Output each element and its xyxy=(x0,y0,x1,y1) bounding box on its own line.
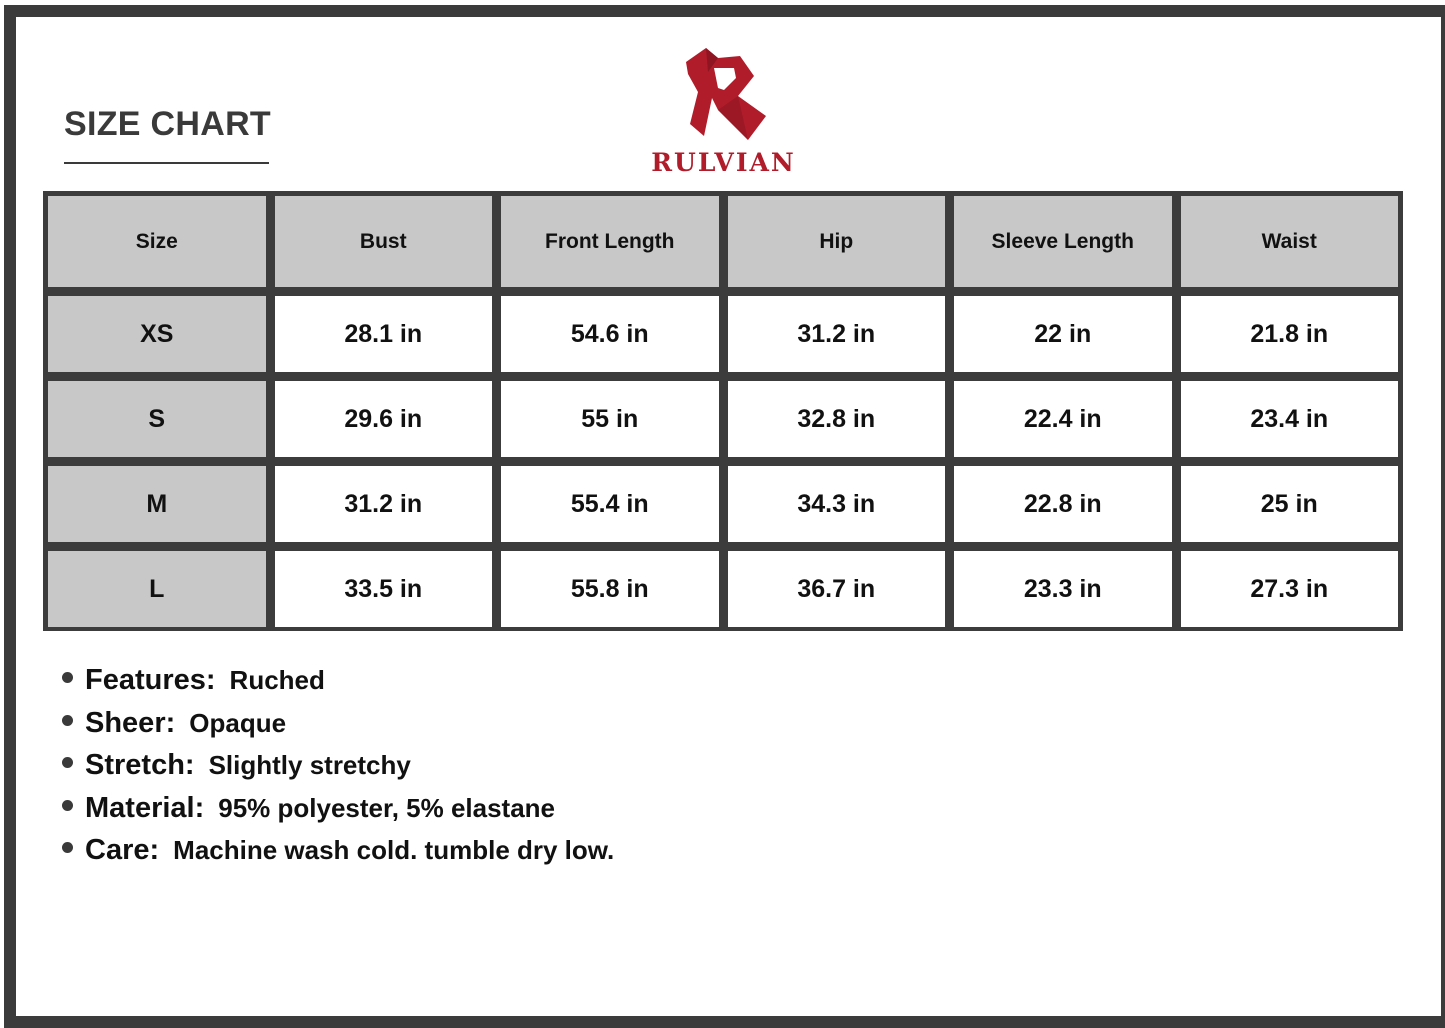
feature-value: Opaque xyxy=(189,707,287,738)
feature-value: Slightly stretchy xyxy=(208,750,411,780)
feature-label: Care: xyxy=(85,834,160,866)
bullet-icon xyxy=(62,714,73,726)
table-cell: 21.8 in xyxy=(1180,296,1398,372)
table-cell: 27.3 in xyxy=(1180,551,1398,627)
feature-item: Material: 95% polyester, 5% elastane xyxy=(62,792,614,835)
bullet-icon xyxy=(62,799,73,811)
size-table: Size Bust Front Length Hip Sleeve Length Wais… xyxy=(43,191,1403,631)
feature-item: Sheer: Opaque xyxy=(62,707,614,750)
column-header: Waist xyxy=(1180,196,1398,287)
feature-label: Features: xyxy=(85,664,216,696)
table-cell: 22.8 in xyxy=(954,466,1172,542)
feature-value: 95% polyester, 5% elastane xyxy=(218,792,556,823)
table-cell: 55 in xyxy=(501,381,719,457)
table-cell: 32.8 in xyxy=(727,381,945,457)
r-logo-icon xyxy=(686,48,766,140)
table-cell: 31.2 in xyxy=(274,466,492,542)
table-cell: 55.8 in xyxy=(501,551,719,627)
bullet-icon xyxy=(62,757,73,768)
feature-value: Ruched xyxy=(229,665,325,695)
table-cell: 34.3 in xyxy=(727,466,945,542)
size-label-cell: M xyxy=(48,466,266,542)
brand-name: RULVIAN xyxy=(651,148,796,177)
size-label-cell: S xyxy=(48,381,266,457)
bullet-icon xyxy=(62,842,73,853)
feature-label: Material: xyxy=(85,791,205,824)
column-header: Bust xyxy=(274,196,492,287)
column-header: Sleeve Length xyxy=(954,196,1172,287)
table-cell: 25 in xyxy=(1180,466,1398,542)
table-cell: 23.4 in xyxy=(1180,381,1398,457)
brand-logo: RULVIAN xyxy=(636,44,811,179)
table-cell: 31.2 in xyxy=(727,296,945,372)
table-cell: 22.4 in xyxy=(954,381,1172,457)
size-label-cell: XS xyxy=(48,296,266,372)
feature-label: Sheer: xyxy=(85,706,176,739)
feature-value: Machine wash cold. tumble dry low. xyxy=(173,835,615,865)
table-cell: 54.6 in xyxy=(501,296,719,372)
column-header: Front Length xyxy=(501,196,719,287)
feature-item: Stretch: Slightly stretchy xyxy=(62,749,614,792)
title-underline xyxy=(64,162,269,164)
bullet-icon xyxy=(62,672,73,683)
feature-label: Stretch: xyxy=(85,749,195,781)
table-cell: 22 in xyxy=(954,296,1172,372)
page-title: SIZE CHART xyxy=(64,105,271,143)
feature-list: Features: Ruched Sheer: Opaque Stretch: Sligh… xyxy=(62,664,614,877)
table-cell: 23.3 in xyxy=(954,551,1172,627)
table-cell: 55.4 in xyxy=(501,466,719,542)
table-cell: 33.5 in xyxy=(274,551,492,627)
column-header: Hip xyxy=(727,196,945,287)
feature-item: Features: Ruched xyxy=(62,664,614,707)
size-label-cell: L xyxy=(48,551,266,627)
feature-item: Care: Machine wash cold. tumble dry low. xyxy=(62,834,614,877)
table-cell: 28.1 in xyxy=(274,296,492,372)
column-header: Size xyxy=(48,196,266,287)
table-cell: 29.6 in xyxy=(274,381,492,457)
table-cell: 36.7 in xyxy=(727,551,945,627)
